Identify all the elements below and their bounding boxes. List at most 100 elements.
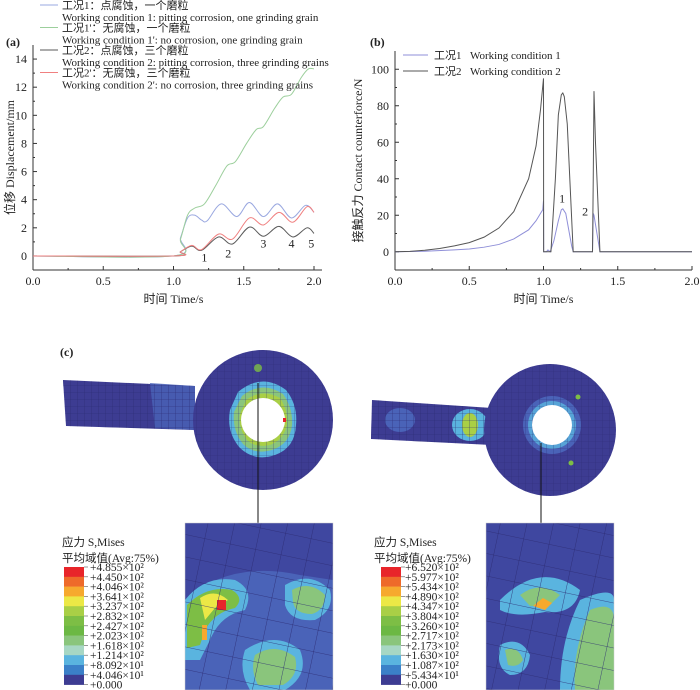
colorbar-label: +4.890×10²	[405, 591, 459, 603]
curve-annotation: 2	[225, 246, 231, 260]
y-tick-label: 0	[21, 249, 27, 263]
colorbar-band	[381, 586, 401, 597]
y-tick-label: 2	[21, 221, 27, 235]
legend-label-en: Working condition 1	[470, 50, 561, 62]
colorbar-band	[64, 606, 84, 617]
colorbar-band	[381, 606, 401, 617]
contour-legend-subtitle: 平均域值(Avg:75%)	[62, 552, 159, 565]
y-tick-label: 80	[377, 99, 389, 113]
colorbar-band	[381, 625, 401, 636]
colorbar-label: +4.855×10²	[90, 562, 144, 574]
curve-annotation: 1	[201, 251, 207, 265]
colorbar-label: +2.023×10²	[90, 631, 144, 643]
y-tick-label: 100	[371, 62, 389, 76]
colorbar-band	[381, 616, 401, 627]
x-tick-label: 0.5	[96, 274, 111, 288]
colorbar-label: +5.434×10²	[405, 582, 459, 594]
contour-legend-subtitle: 平均域值(Avg:75%)	[374, 552, 471, 565]
colorbar-label: +2.832×10²	[90, 611, 144, 623]
y-tick-label: 0	[383, 245, 389, 259]
x-tick-label: 1.0	[166, 274, 181, 288]
colorbar-label: +4.347×10²	[405, 601, 459, 613]
colorbar-band	[64, 586, 84, 597]
y-tick-label: 20	[377, 208, 389, 222]
colorbar-band	[64, 635, 84, 646]
curve-annotation: 5	[308, 237, 314, 251]
legend-label: 工况1'：无腐蚀，一个磨粒	[62, 21, 190, 35]
series-line-2	[32, 67, 315, 258]
y-tick-label: 14	[15, 52, 27, 66]
y-axis-label: 接触反力 Contact counterforce/N	[350, 78, 365, 242]
colorbar-label: +4.450×10²	[90, 572, 144, 584]
colorbar-band	[64, 576, 84, 587]
y-tick-label: 10	[15, 108, 27, 122]
colorbar-label: +5.434×10¹	[405, 670, 459, 682]
colorbar-label: +1.214×10²	[90, 650, 144, 662]
colorbar-label: +3.641×10²	[90, 591, 144, 603]
x-tick-label: 2.0	[685, 274, 700, 288]
y-tick-label: 12	[15, 80, 27, 94]
colorbar-label: +6.520×10²	[405, 562, 459, 574]
colorbar-band	[64, 616, 84, 627]
colorbar-label: +1.618×10²	[90, 640, 144, 652]
colorbar-band	[381, 576, 401, 587]
x-tick-label: 0.0	[388, 274, 403, 288]
legend-label-en: Working condition 2': no corrosion, thre…	[62, 80, 313, 92]
panel-label-c: (c)	[60, 345, 73, 359]
series-line-1	[32, 201, 315, 258]
panel-label-b: (b)	[370, 35, 385, 49]
colorbar-label: +3.260×10²	[405, 621, 459, 633]
colorbar-label: +3.804×10²	[405, 611, 459, 623]
legend-label-en: Working condition 2: pitting corrosion, …	[62, 57, 329, 69]
colorbar-label: +2.427×10²	[90, 621, 144, 633]
x-tick-label: 1.5	[236, 274, 251, 288]
legend-label: 工况1：点腐蚀，一个磨粒	[62, 0, 189, 12]
legend-label-en: Working condition 1': no corrosion, one …	[62, 35, 303, 47]
colorbar-label: +4.046×10²	[90, 582, 144, 594]
curve-annotation: 1	[559, 191, 565, 205]
zoom-detail	[486, 523, 614, 690]
legend-label-en: Working condition 2	[470, 66, 561, 78]
colorbar-band	[64, 567, 84, 578]
panel-label-a: (a)	[6, 35, 20, 49]
colorbar-label: +3.237×10²	[90, 601, 144, 613]
x-tick-label: 1.5	[610, 274, 625, 288]
colorbar-label: +4.046×10¹	[90, 670, 144, 682]
legend-label: 工况2	[434, 65, 462, 78]
zoom-detail	[185, 523, 333, 690]
curve-annotation: 4	[289, 237, 295, 251]
x-tick-label: 0.0	[26, 274, 41, 288]
colorbar-label: +0.000	[405, 680, 438, 690]
colorbar-band	[381, 674, 401, 685]
legend-label: 工况2'：无腐蚀，三个磨粒	[62, 66, 190, 80]
contour-legend-condition-2: 应力 S,Mises 平均域值(Avg:75%) +6.520×10²+5.97…	[374, 535, 471, 690]
curve-annotation: 2	[582, 204, 588, 218]
chart-contact-force: 0.0 0.5 1.0 1.5 2.0 0 20 40 60 80 100 时间 Time/s 接触反力…	[350, 49, 700, 306]
colorbar-band	[381, 665, 401, 676]
colorbar-label: +0.000	[90, 680, 123, 690]
fem-model-condition-2	[371, 364, 616, 690]
x-tick-label: 2.0	[307, 274, 322, 288]
x-axis-label: 时间 Time/s	[144, 292, 204, 306]
y-tick-label: 6	[21, 165, 27, 179]
curve-annotation: 3	[260, 237, 266, 251]
y-tick-label: 4	[21, 193, 27, 207]
y-tick-label: 8	[21, 136, 27, 150]
series-line-3	[32, 225, 315, 257]
colorbar-label: +1.630×10²	[405, 650, 459, 662]
disk-hole	[241, 398, 285, 442]
legend-label: 工况2：点腐蚀，三个磨粒	[62, 43, 189, 57]
colorbar-band	[64, 645, 84, 656]
y-tick-label: 40	[377, 172, 389, 186]
fem-model-condition-1	[63, 350, 334, 690]
colorbar-label: +2.717×10²	[405, 631, 459, 643]
legend-item: 工况1 Working condition 1	[403, 49, 561, 62]
y-axis-label: 位移 Displacement/mm	[2, 99, 17, 215]
contour-legend-title: 应力 S,Mises	[374, 535, 437, 549]
